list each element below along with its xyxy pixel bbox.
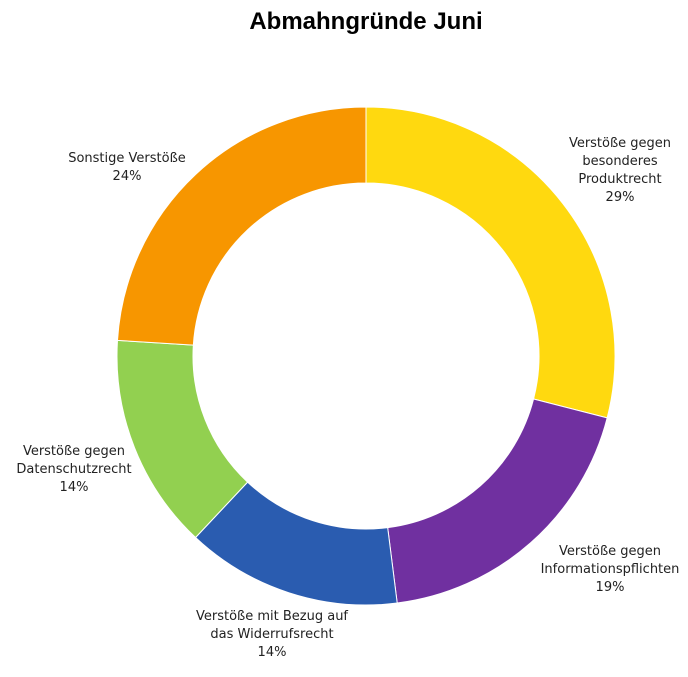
slice-labels: Verstöße gegen besonderes Produktrecht 29%V… — [16, 136, 679, 660]
chart-title: Abmahngründe Juni — [249, 8, 482, 35]
slice-value-label: 14% — [258, 645, 287, 660]
donut-slices — [116, 106, 616, 606]
slice-category-label: besonderes — [582, 154, 658, 169]
slice-category-label: Produktrecht — [578, 172, 661, 187]
slice-label-sonstige: Sonstige Verstöße 24% — [68, 151, 186, 184]
slice-category-label: Datenschutzrecht — [16, 462, 131, 477]
slice-value-label: 14% — [60, 480, 89, 495]
slice-category-label: das Widerrufsrecht — [210, 627, 333, 642]
slice-produktrecht — [365, 106, 616, 419]
slice-value-label: 19% — [596, 580, 625, 595]
slice-sonstige — [116, 106, 367, 346]
slice-category-label: Verstöße gegen — [23, 444, 125, 459]
slice-category-label: Sonstige Verstöße — [68, 151, 186, 166]
slice-value-label: 29% — [606, 190, 635, 205]
slice-category-label: Verstöße gegen — [559, 544, 661, 559]
slice-category-label: Verstöße mit Bezug auf — [196, 609, 348, 624]
slice-label-widerrufsrecht: Verstöße mit Bezug auf das Widerrufsrecht… — [196, 609, 348, 660]
slice-value-label: 24% — [113, 169, 142, 184]
slice-category-label: Verstöße gegen — [569, 136, 671, 151]
slice-label-datenschutzrecht: Verstöße gegen Datenschutzrecht 14% — [16, 444, 131, 495]
slice-label-informationspflichten: Verstöße gegen Informationspflichten 19% — [541, 544, 680, 595]
slice-category-label: Informationspflichten — [541, 562, 680, 577]
slice-label-produktrecht: Verstöße gegen besonderes Produktrecht 29% — [569, 136, 671, 205]
